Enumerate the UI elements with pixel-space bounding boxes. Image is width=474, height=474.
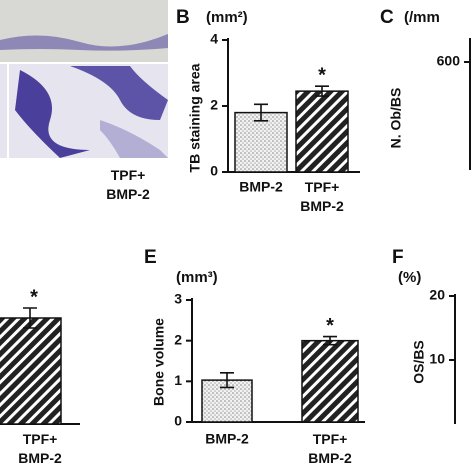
y-tick-label: 600 bbox=[437, 53, 461, 69]
significance-marker: * bbox=[326, 315, 334, 337]
panel-label: F bbox=[392, 247, 404, 268]
x-tick-label: TPF+ BMP-2 bbox=[18, 431, 62, 466]
image-caption: TPF+ BMP-2 bbox=[106, 167, 150, 202]
y-axis-label: Bone volume bbox=[151, 318, 167, 406]
panel-label: C bbox=[380, 7, 394, 28]
y-axis-label: N. Ob/BS bbox=[388, 88, 404, 149]
y-tick-label: 0 bbox=[174, 413, 182, 429]
x-tick-label: BMP-2 bbox=[239, 179, 283, 195]
unit-label: (mm³) bbox=[176, 269, 218, 286]
y-tick-label: 2 bbox=[210, 97, 218, 113]
significance-marker: * bbox=[318, 64, 326, 86]
unit-label: (%) bbox=[398, 269, 421, 286]
bar bbox=[295, 90, 349, 173]
y-tick-label: 0 bbox=[210, 163, 218, 179]
histology-image bbox=[0, 0, 168, 158]
x-tick-label: TPF+ BMP-2 bbox=[300, 179, 344, 214]
bar bbox=[0, 317, 62, 425]
y-tick-label: 4 bbox=[210, 31, 218, 47]
y-tick-label: 10 bbox=[429, 351, 445, 367]
x-tick-label: TPF+ BMP-2 bbox=[308, 431, 352, 466]
y-tick-label: 1 bbox=[174, 372, 182, 388]
significance-marker: * bbox=[30, 286, 38, 308]
panel-label: B bbox=[176, 7, 190, 28]
unit-label: (mm²) bbox=[206, 9, 248, 26]
error-bar bbox=[254, 103, 268, 122]
error-bar bbox=[323, 335, 337, 346]
unit-label: (/mm bbox=[404, 9, 440, 26]
y-tick-label: 2 bbox=[174, 331, 182, 347]
y-axis-label: OS/BS bbox=[411, 340, 427, 384]
error-bar bbox=[315, 85, 329, 97]
error-bar bbox=[23, 307, 37, 329]
y-axis-label: TB staining area bbox=[187, 63, 203, 172]
y-tick-label: 3 bbox=[174, 291, 182, 307]
bar bbox=[301, 339, 359, 423]
x-tick-label: BMP-2 bbox=[205, 431, 249, 447]
panel-label: E bbox=[144, 247, 157, 268]
y-tick-label: 20 bbox=[429, 287, 445, 303]
error-bar bbox=[220, 371, 234, 389]
